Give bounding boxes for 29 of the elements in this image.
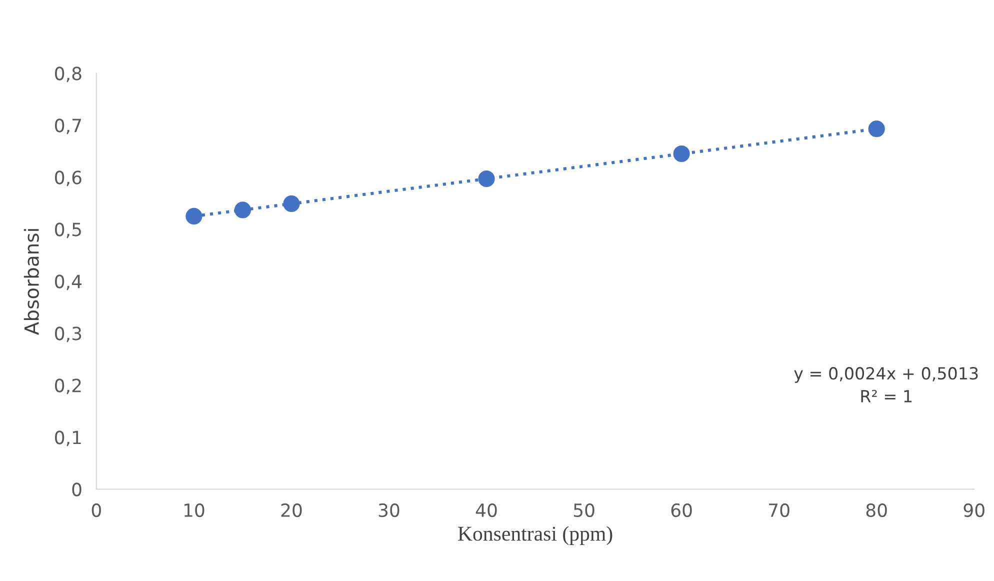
y-tick-label: 0,3 [55,326,82,342]
annotation: R² = 1 [861,390,912,402]
x-tick-label: 10 [184,503,204,518]
point [478,170,495,188]
x-tick-label: 70 [769,503,790,518]
y-tick-label: 0,2 [55,378,81,394]
x-tick-label: 20 [281,503,302,518]
x-tick-label: 60 [671,503,692,518]
y-axis-title: Absorbansi [24,229,39,335]
y-tick-label: 0,8 [55,66,82,82]
x-tick-label: 90 [964,503,984,518]
x-tick-label: 80 [866,503,887,518]
y-tick-label: 0,1 [55,430,81,446]
x-tick-label: 30 [378,503,400,518]
x-tick-label: 50 [574,503,594,518]
x-axis-title: Konsentrasi (ppm) [458,526,612,546]
point [186,208,202,225]
y-tick-label: 0,4 [55,274,82,290]
y-tick-label: 0,6 [55,170,82,186]
y-tick-label: 0,5 [55,222,81,238]
x-tick-label: 40 [476,503,497,518]
point [234,202,252,218]
point [283,195,300,212]
point [673,146,690,162]
annotation: y = 0,0024x + 0,5013 [794,367,978,383]
point [868,120,885,138]
x-tick-label: 0 [92,503,101,518]
y-tick-label: 0,7 [55,118,81,134]
y-tick-label: 0 [72,482,82,496]
